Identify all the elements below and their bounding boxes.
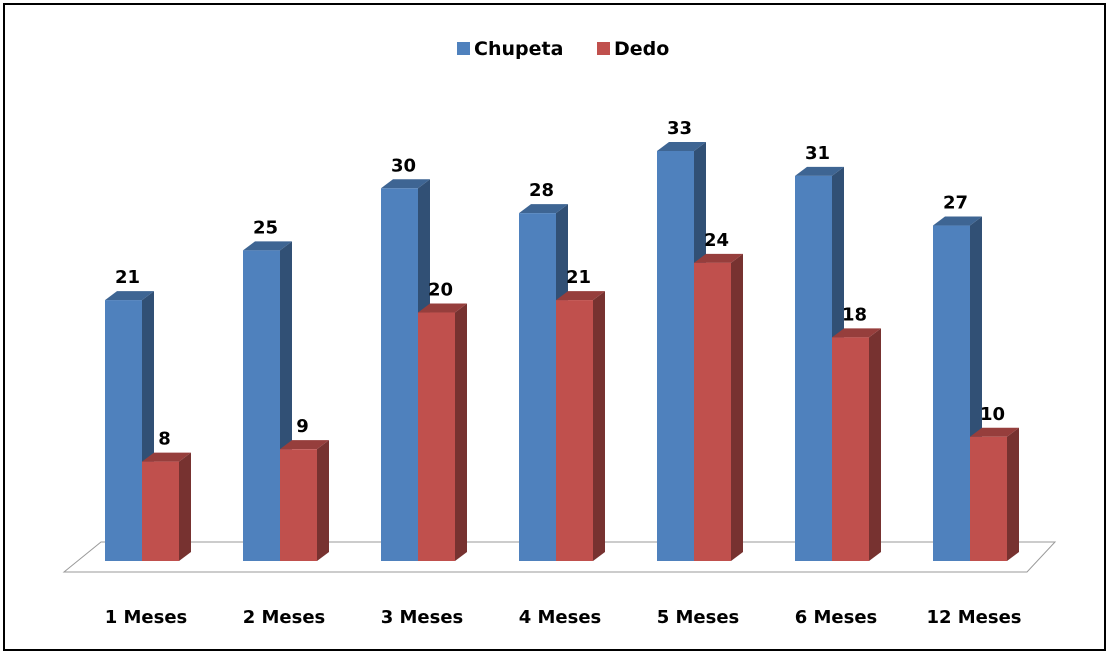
category-label-6: 6 Meses bbox=[795, 607, 878, 628]
legend-item-chupeta: Chupeta bbox=[457, 38, 563, 60]
bar-front bbox=[795, 175, 832, 561]
bar-top bbox=[519, 204, 568, 214]
bar-front bbox=[556, 300, 593, 561]
bar-front bbox=[142, 461, 179, 561]
legend-label-dedo: Dedo bbox=[614, 38, 669, 60]
bar-top bbox=[418, 303, 467, 313]
bar-front bbox=[933, 225, 970, 561]
category-label-1: 1 Meses bbox=[105, 607, 188, 628]
chart-frame: Chupeta Dedo 21 8 25 9 30 20 28 21 33 24 31 18 27 10 1… bbox=[3, 3, 1106, 651]
value-label-dedo-2: 9 bbox=[296, 416, 309, 437]
bar-top bbox=[795, 166, 844, 176]
bar-dedo-6 bbox=[832, 328, 881, 561]
value-label-dedo-6: 18 bbox=[842, 304, 867, 325]
bar-top bbox=[142, 452, 191, 462]
legend-swatch-dedo bbox=[597, 42, 610, 55]
legend: Chupeta Dedo bbox=[457, 38, 669, 60]
bar-front bbox=[657, 151, 694, 561]
value-label-dedo-4: 21 bbox=[566, 267, 591, 288]
legend-swatch-chupeta bbox=[457, 42, 470, 55]
bar-front bbox=[970, 436, 1007, 561]
bar-top bbox=[970, 427, 1019, 437]
legend-item-dedo: Dedo bbox=[597, 38, 669, 60]
bar-chart: Chupeta Dedo 21 8 25 9 30 20 28 21 33 24 31 18 27 10 1… bbox=[62, 38, 1057, 628]
bar-top bbox=[657, 142, 706, 151]
bar-top bbox=[105, 291, 154, 301]
bar-dedo-1 bbox=[142, 452, 191, 561]
bar-front bbox=[694, 262, 731, 561]
value-label-dedo-3: 20 bbox=[428, 280, 453, 301]
bar-top bbox=[280, 440, 329, 450]
bar-front bbox=[105, 300, 142, 561]
bar-side bbox=[317, 440, 329, 561]
bar-front bbox=[381, 188, 418, 562]
legend-label-chupeta: Chupeta bbox=[474, 38, 563, 60]
value-label-dedo-1: 8 bbox=[158, 429, 171, 450]
bar-side bbox=[731, 253, 743, 561]
category-label-5: 5 Meses bbox=[657, 607, 740, 628]
value-label-chupeta-2: 25 bbox=[253, 217, 278, 238]
bar-side bbox=[1007, 427, 1019, 561]
bar-top bbox=[832, 328, 881, 338]
bar-dedo-4 bbox=[556, 291, 605, 561]
category-label-2: 2 Meses bbox=[243, 607, 326, 628]
bar-front bbox=[418, 312, 455, 561]
category-labels: 1 Meses 2 Meses 3 Meses 4 Meses 5 Meses 6 Mes… bbox=[105, 607, 1022, 628]
bar-front bbox=[243, 250, 280, 562]
value-label-chupeta-1: 21 bbox=[115, 267, 140, 288]
bars bbox=[105, 142, 1019, 562]
bar-dedo-5 bbox=[694, 253, 743, 561]
value-labels: 21 8 25 9 30 20 28 21 33 24 31 18 27 10 bbox=[115, 118, 1005, 450]
value-label-chupeta-5: 33 bbox=[667, 118, 692, 139]
bar-front bbox=[832, 337, 869, 561]
bar-side bbox=[869, 328, 881, 561]
bar-chupeta-2 bbox=[243, 241, 292, 562]
bar-top bbox=[556, 291, 605, 301]
bar-top bbox=[243, 241, 292, 251]
value-label-chupeta-4: 28 bbox=[529, 180, 554, 201]
bar-side bbox=[179, 452, 191, 561]
value-label-chupeta-6: 31 bbox=[805, 143, 830, 164]
bar-top bbox=[933, 216, 982, 226]
category-label-4: 4 Meses bbox=[519, 607, 602, 628]
bar-front bbox=[519, 213, 556, 561]
bar-top bbox=[694, 253, 743, 263]
value-label-dedo-5: 24 bbox=[704, 230, 729, 251]
bar-dedo-2 bbox=[280, 440, 329, 561]
category-label-3: 3 Meses bbox=[381, 607, 464, 628]
value-label-dedo-7: 10 bbox=[980, 404, 1005, 425]
category-label-7: 12 Meses bbox=[926, 607, 1021, 628]
bar-dedo-3 bbox=[418, 303, 467, 561]
bar-side bbox=[455, 303, 467, 561]
bar-top bbox=[381, 179, 430, 189]
value-label-chupeta-7: 27 bbox=[943, 193, 968, 214]
bar-side bbox=[593, 291, 605, 561]
value-label-chupeta-3: 30 bbox=[391, 155, 416, 176]
bar-dedo-7 bbox=[970, 427, 1019, 561]
bar-front bbox=[280, 449, 317, 561]
